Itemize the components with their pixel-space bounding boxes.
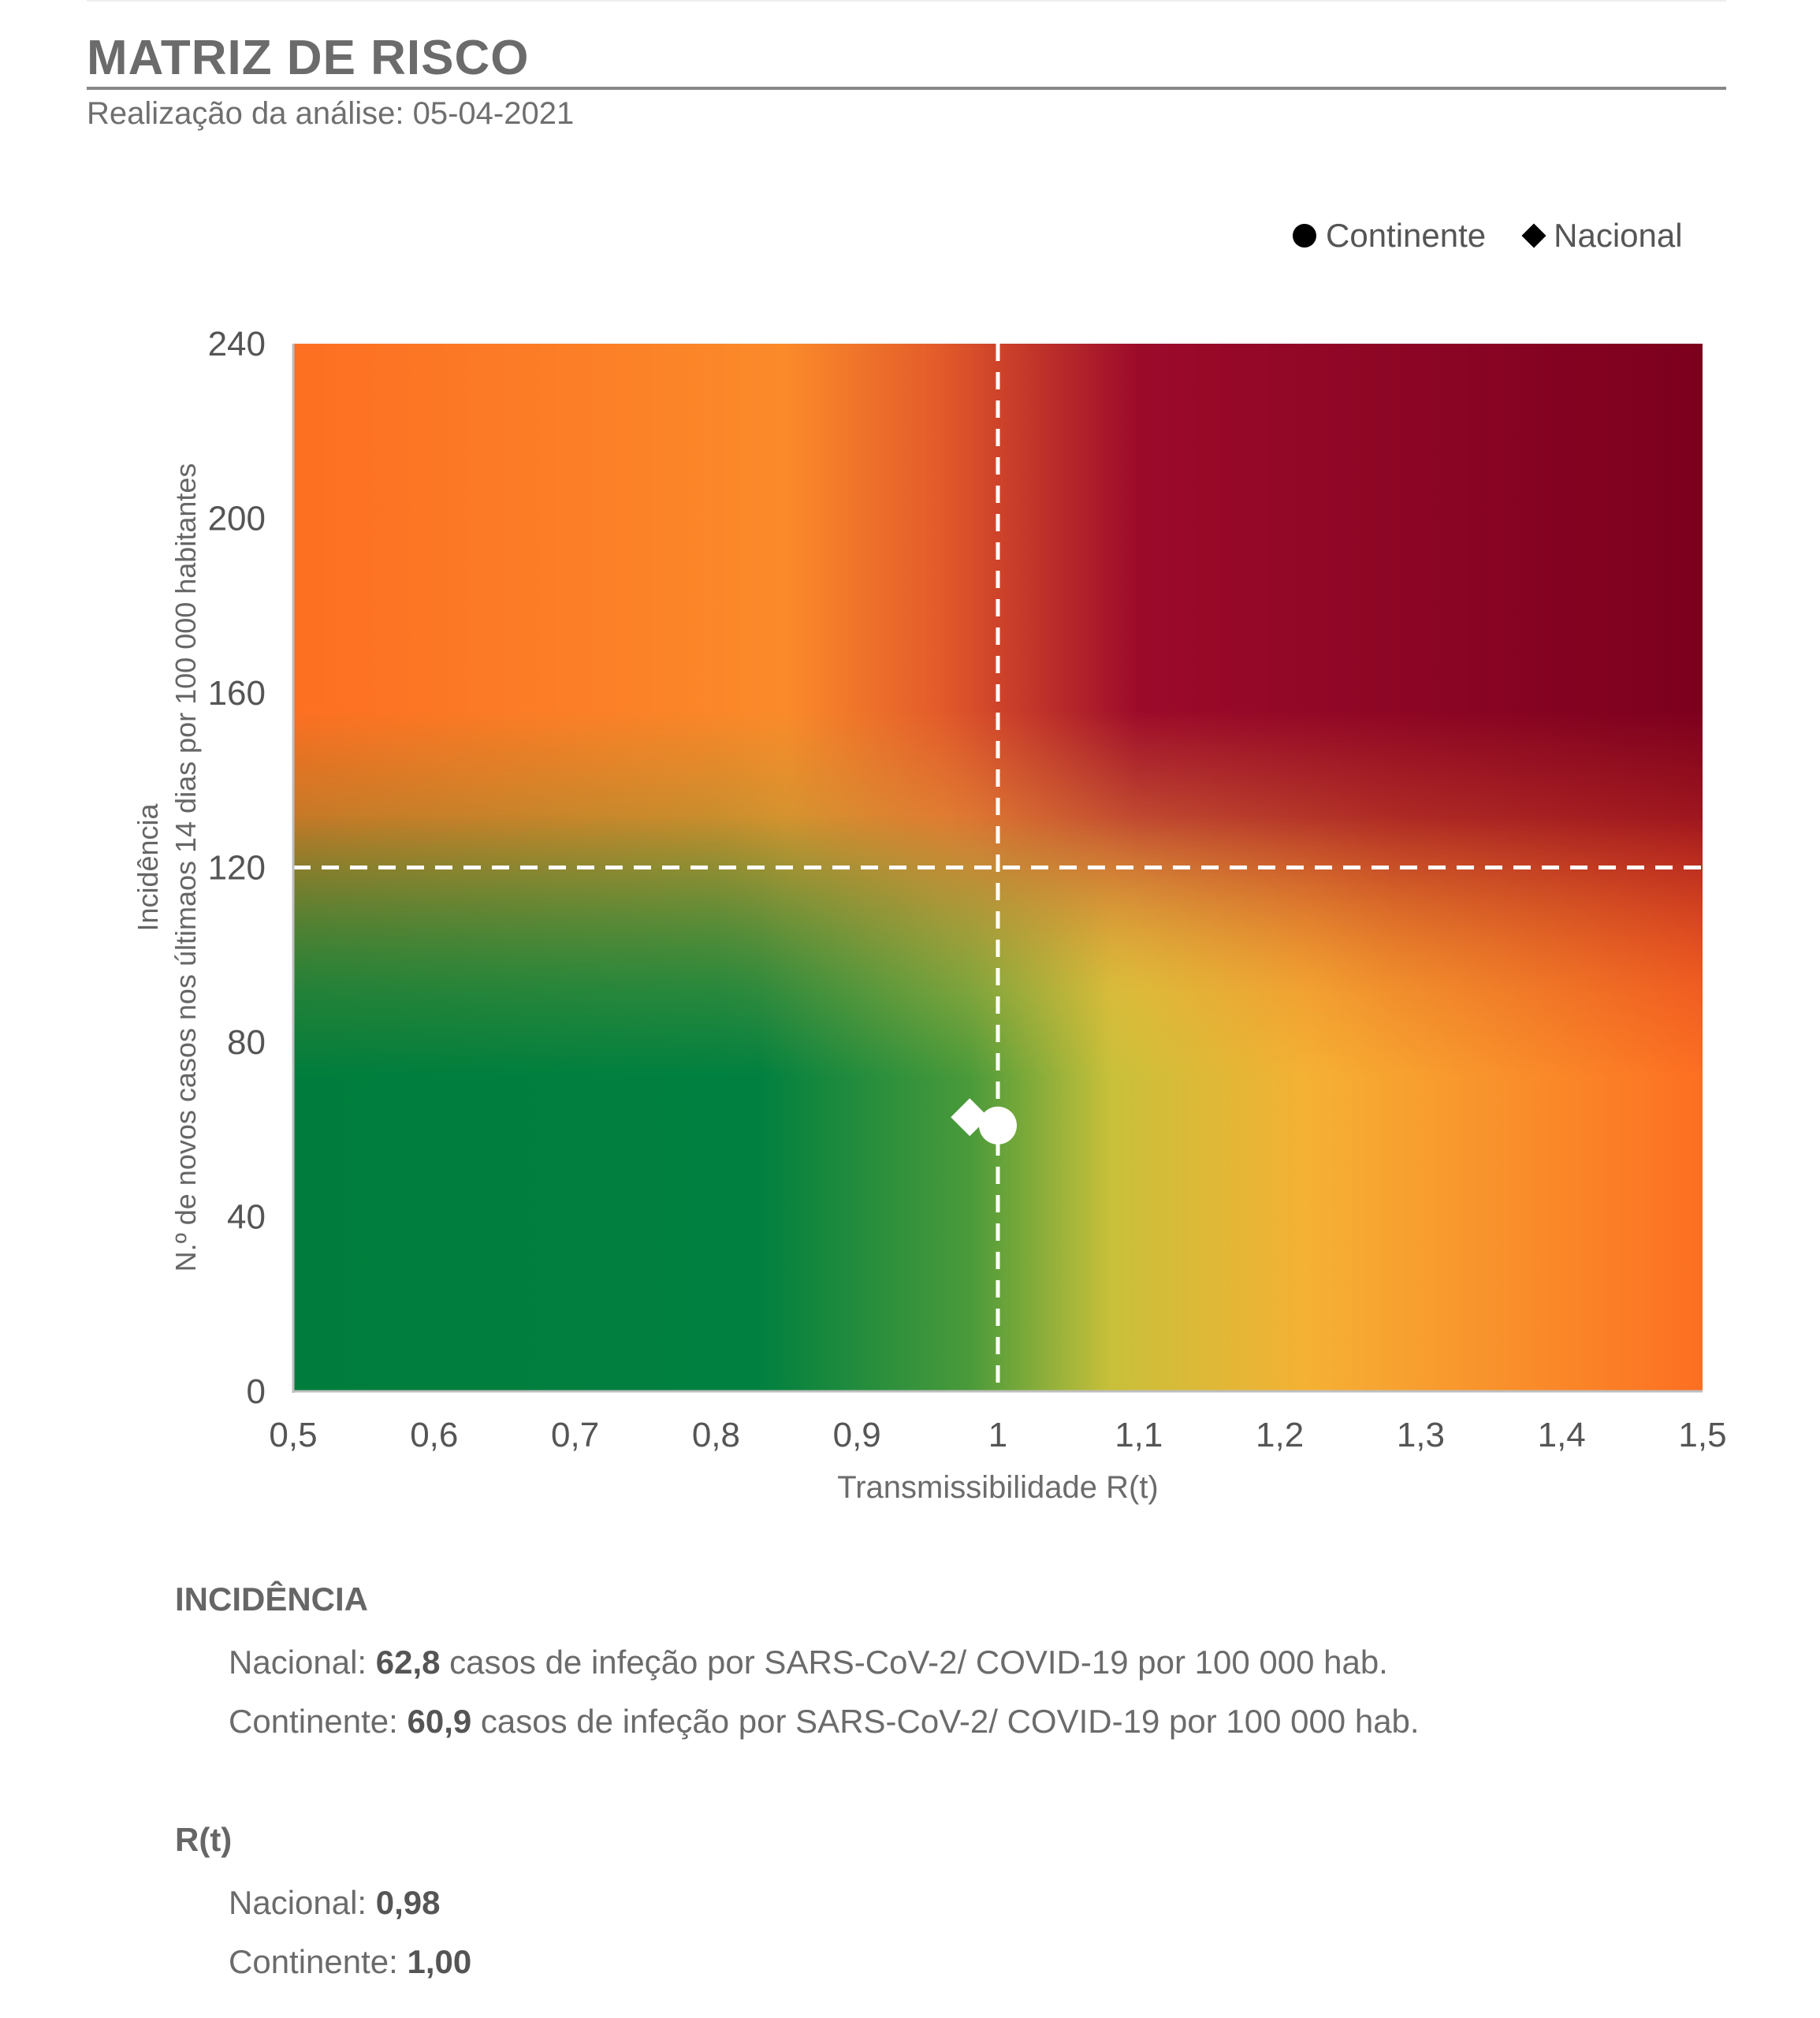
y-axis-title-line2: N.º de novos casos nos últimaos 14 dias … [169, 464, 202, 1272]
label: Continente: [229, 1703, 408, 1740]
x-tick-label: 0,8 [692, 1416, 740, 1454]
title-divider [87, 87, 1726, 90]
rt-heading: R(t) [175, 1821, 233, 1858]
y-tick-label: 160 [208, 674, 266, 713]
chart-axes: 0,5 0,6 0,7 0,8 0,9 1 1,1 1,2 1,3 1,4 1,5 0 40 80 120 1… [132, 325, 1727, 1505]
value: 62,8 [375, 1644, 441, 1681]
y-tick-label: 40 [227, 1198, 266, 1237]
x-tick-label: 1,3 [1397, 1416, 1445, 1454]
risk-matrix-chart: 0,5 0,6 0,7 0,8 0,9 1 1,1 1,2 1,3 1,4 1,5 0 40 80 120 1… [132, 325, 1727, 1505]
x-tick-label: 0,9 [833, 1416, 881, 1454]
y-axis-title-line1: Incidência [132, 802, 164, 931]
y-tick-label: 80 [227, 1023, 266, 1062]
x-axis-title: Transmissibilidade R(t) [837, 1470, 1159, 1505]
label: Nacional: [229, 1884, 376, 1921]
incidencia-section: INCIDÊNCIA [175, 1581, 368, 1618]
x-tick-label: 1,2 [1256, 1416, 1304, 1454]
circle-icon [1293, 224, 1316, 248]
page-title: MATRIZ DE RISCO [87, 31, 530, 85]
suffix: casos de infeção por SARS-CoV-2/ COVID-1… [471, 1703, 1420, 1740]
incidencia-heading: INCIDÊNCIA [175, 1581, 369, 1618]
x-tick-label: 0,6 [410, 1416, 458, 1454]
legend-label-nacional: Nacional [1554, 217, 1683, 254]
incidencia-continente-line: Continente: 60,9 casos de infeção por SA… [229, 1703, 1420, 1741]
label: Nacional: [229, 1644, 376, 1681]
x-tick-label: 1,5 [1678, 1416, 1726, 1454]
point-nacional [951, 1098, 989, 1137]
analysis-date: Realização da análise: 05-04-2021 [87, 96, 575, 131]
y-tick-label: 120 [208, 849, 266, 888]
legend-label-continente: Continente [1326, 217, 1487, 254]
data-points [951, 1098, 1017, 1145]
rt-continente-line: Continente: 1,00 [229, 1943, 471, 1981]
x-tick-label: 0,5 [269, 1416, 317, 1454]
label: Continente: [229, 1943, 408, 1980]
suffix: casos de infeção por SARS-CoV-2/ COVID-1… [440, 1644, 1388, 1681]
rt-section: R(t) [175, 1821, 232, 1859]
value: 0,98 [375, 1884, 441, 1921]
y-tick-label: 0 [247, 1372, 266, 1411]
y-tick-label: 200 [208, 500, 266, 538]
top-rule [87, 0, 1726, 2]
x-tick-label: 1,4 [1538, 1416, 1586, 1454]
incidencia-nacional-line: Nacional: 62,8 casos de infeção por SARS… [229, 1644, 1388, 1681]
diamond-icon [1521, 223, 1546, 248]
x-tick-label: 0,7 [551, 1416, 599, 1454]
y-tick-label: 240 [208, 325, 266, 363]
value: 60,9 [407, 1703, 472, 1740]
x-tick-label: 1 [988, 1416, 1007, 1454]
threshold-lines [293, 344, 1703, 1391]
x-tick-label: 1,1 [1115, 1416, 1163, 1454]
point-continente [979, 1106, 1017, 1145]
rt-nacional-line: Nacional: 0,98 [229, 1884, 441, 1922]
value: 1,00 [407, 1943, 472, 1980]
chart-legend: Continente Nacional [1293, 217, 1683, 255]
